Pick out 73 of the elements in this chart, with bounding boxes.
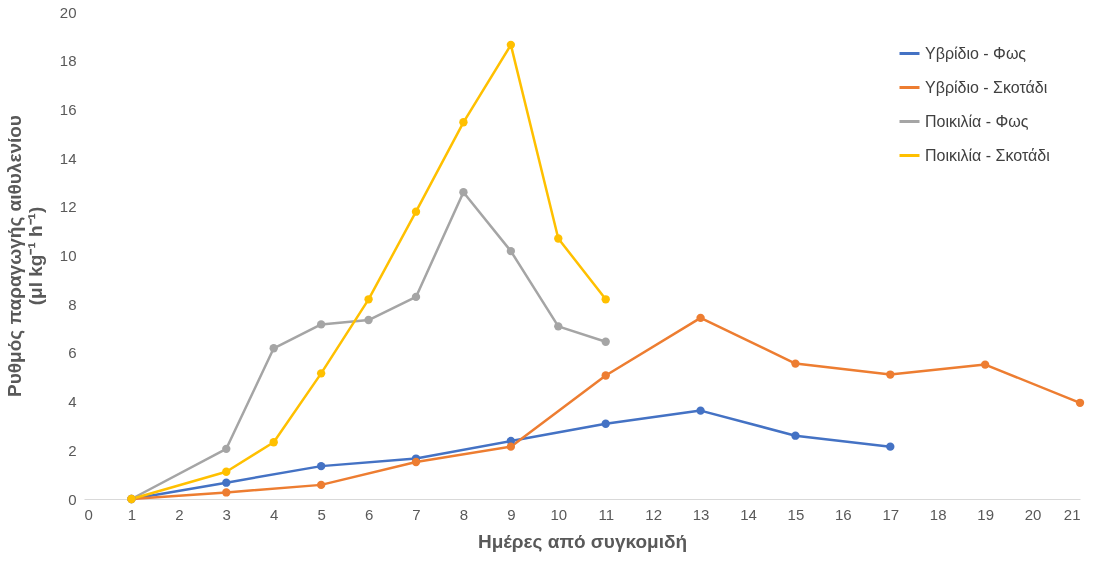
x-tick-label: 11: [598, 505, 614, 523]
point: [364, 295, 373, 304]
x-tick-label: 5: [317, 505, 326, 523]
x-tick-label: 3: [222, 505, 231, 523]
x-tick-label: 2: [175, 505, 184, 523]
point: [411, 457, 421, 467]
x-tick-label: 15: [787, 505, 805, 523]
point: [222, 444, 231, 454]
x-tick-label: 16: [835, 505, 852, 523]
point: [411, 292, 421, 302]
point: [222, 488, 231, 497]
y-tick-label: 4: [68, 393, 77, 411]
point: [269, 438, 278, 447]
point: [506, 442, 516, 451]
legend-label: Υβρίδιο - Φως: [925, 44, 1027, 62]
x-tick-label: 21: [1063, 505, 1081, 523]
point: [316, 320, 326, 329]
point: [791, 431, 800, 440]
x-tick-label: 4: [270, 505, 279, 523]
x-tick-label: 7: [412, 505, 421, 523]
x-tick-label: 8: [459, 505, 469, 523]
legend-label: Υβρίδιο - Σκοτάδι: [925, 78, 1048, 96]
point: [222, 467, 231, 476]
point: [1075, 398, 1085, 407]
x-tick-label: 1: [127, 505, 137, 523]
point: [601, 419, 610, 428]
x-tick-label: 13: [692, 505, 710, 523]
point: [316, 369, 326, 378]
point: [506, 40, 516, 50]
point: [411, 207, 421, 216]
y-tick-label: 0: [68, 490, 77, 508]
y-tick-label: 14: [59, 149, 77, 167]
y-tick-label: 6: [68, 344, 77, 362]
x-tick-label: 12: [645, 505, 662, 523]
x-tick-label: 17: [882, 505, 900, 523]
x-tick-label: 9: [507, 505, 516, 523]
point: [886, 370, 895, 379]
point: [222, 478, 231, 487]
point: [554, 234, 563, 243]
point: [601, 337, 610, 346]
point: [886, 442, 895, 451]
point: [601, 371, 610, 380]
x-tick-label: 14: [740, 505, 757, 523]
y-tick-label: 20: [59, 3, 77, 21]
point: [316, 480, 326, 490]
x-tick-label: 6: [364, 505, 374, 523]
y-tick-label: 2: [68, 441, 77, 459]
point: [791, 359, 800, 368]
legend-label: Ποικιλία - Σκοτάδι: [925, 146, 1051, 164]
x-tick-label: 19: [977, 505, 994, 523]
point: [364, 315, 373, 325]
y-tick-label: 18: [59, 52, 77, 70]
x-tick-label: 10: [550, 505, 568, 523]
point: [459, 188, 468, 197]
point: [506, 246, 516, 256]
x-tick-label: 20: [1024, 505, 1042, 523]
y-tick-label: 16: [59, 100, 77, 118]
point: [269, 344, 278, 353]
y-tick-label: 8: [68, 295, 77, 313]
point: [459, 118, 468, 127]
y-tick-label: 12: [59, 198, 77, 216]
x-tick-label: 18: [929, 505, 947, 523]
y-tick-label: 10: [59, 247, 77, 264]
point: [696, 313, 705, 323]
point: [980, 360, 990, 369]
point: [554, 322, 563, 331]
y-axis-title: Ρυθμός παραγωγής αιθυλενίου (μl kg⁻¹ h⁻¹): [3, 115, 46, 397]
x-tick-label: 0: [84, 505, 93, 523]
legend-label: Ποικιλία - Φως: [925, 112, 1029, 130]
point: [696, 406, 705, 415]
x-axis-title: Ημέρες από συγκομιδή: [477, 530, 688, 552]
point: [601, 295, 610, 304]
point: [316, 461, 326, 471]
